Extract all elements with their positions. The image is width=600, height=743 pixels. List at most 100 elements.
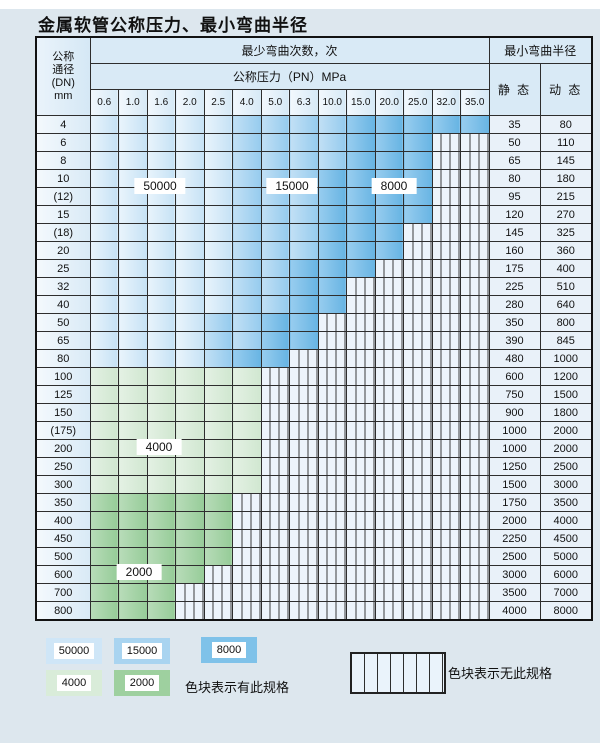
dynamic-radius-cell: 4500: [539, 529, 593, 548]
table-row: 20 160 360: [35, 241, 593, 260]
spec-cell: [89, 151, 119, 170]
no-spec-cell: [346, 277, 376, 296]
no-spec-cell: [374, 313, 404, 332]
spec-cell: [403, 115, 433, 134]
spec-cell: [118, 457, 148, 476]
spec-cell: [175, 565, 205, 584]
dn-cell: (18): [35, 223, 91, 242]
no-spec-cell: [431, 511, 461, 530]
spec-cell: [317, 169, 347, 188]
no-spec-cell: [260, 601, 290, 621]
static-radius-cell: 390: [488, 331, 541, 350]
spec-cell: [203, 547, 233, 566]
no-spec-cell: [346, 475, 376, 494]
dn-cell: 700: [35, 583, 91, 602]
static-radius-cell: 145: [488, 223, 541, 242]
table-row: 350 1750 3500: [35, 493, 593, 512]
no-spec-cell: [203, 601, 233, 621]
no-spec-cell: [289, 601, 319, 621]
no-spec-cell: [289, 403, 319, 422]
spec-cell: [118, 493, 148, 512]
spec-cell: [232, 223, 262, 242]
spec-cell: [175, 547, 205, 566]
no-spec-cell: [346, 295, 376, 314]
pressure-col-header: 5.0: [260, 89, 290, 116]
no-spec-cell: [203, 565, 233, 584]
spec-cell: [146, 367, 176, 386]
no-spec-cell: [460, 493, 490, 512]
no-spec-swatch: [350, 652, 446, 694]
no-spec-cell: [460, 583, 490, 602]
spec-table: 公称 通径 (DN) mm 最少弯曲次数，次 最小弯曲半径 公称压力（PN）MP…: [35, 36, 593, 621]
no-spec-cell: [346, 547, 376, 566]
spec-cell: [146, 493, 176, 512]
no-spec-cell: [431, 457, 461, 476]
cycle-count-label: 2000: [116, 564, 162, 580]
spec-cell: [89, 403, 119, 422]
no-spec-cell: [431, 277, 461, 296]
no-spec-cell: [346, 493, 376, 512]
spec-cell: [289, 259, 319, 278]
no-spec-cell: [289, 529, 319, 548]
no-spec-cell: [403, 277, 433, 296]
no-spec-cell: [317, 493, 347, 512]
no-spec-cell: [374, 367, 404, 386]
spec-cell: [146, 223, 176, 242]
no-spec-cell: [317, 349, 347, 368]
no-spec-cell: [431, 385, 461, 404]
no-spec-cell: [431, 583, 461, 602]
no-spec-cell: [431, 169, 461, 188]
no-spec-cell: [431, 565, 461, 584]
dn-cell: 150: [35, 403, 91, 422]
spec-cell: [175, 277, 205, 296]
static-radius-cell: 1750: [488, 493, 541, 512]
spec-cell: [289, 277, 319, 296]
dn-header-line: 通径: [52, 63, 75, 76]
spec-table-area: 公称 通径 (DN) mm 最少弯曲次数，次 最小弯曲半径 公称压力（PN）MP…: [35, 36, 593, 621]
pressure-col-header: 25.0: [403, 89, 433, 116]
no-spec-cell: [460, 331, 490, 350]
legend-swatch: 50000: [46, 638, 102, 664]
spec-cell: [175, 529, 205, 548]
no-spec-cell: [260, 493, 290, 512]
no-spec-cell: [260, 421, 290, 440]
spec-cell: [289, 331, 319, 350]
spec-cell: [118, 115, 148, 134]
table-row: 32 225 510: [35, 277, 593, 296]
no-spec-cell: [317, 457, 347, 476]
spec-cell: [89, 331, 119, 350]
spec-cell: [89, 223, 119, 242]
no-spec-cell: [374, 547, 404, 566]
no-spec-cell: [289, 367, 319, 386]
no-spec-cell: [431, 331, 461, 350]
table-row: 700 3500 7000: [35, 583, 593, 602]
spec-cell: [89, 493, 119, 512]
spec-cell: [203, 457, 233, 476]
no-spec-cell: [460, 529, 490, 548]
spec-cell: [146, 385, 176, 404]
no-spec-cell: [346, 511, 376, 530]
no-spec-cell: [317, 421, 347, 440]
no-spec-cell: [431, 493, 461, 512]
spec-cell: [175, 133, 205, 152]
spec-cell: [232, 277, 262, 296]
static-radius-cell: 2500: [488, 547, 541, 566]
dn-cell: 4: [35, 115, 91, 134]
spec-cell: [175, 403, 205, 422]
spec-cell: [317, 277, 347, 296]
spec-cell: [118, 259, 148, 278]
no-spec-cell: [431, 439, 461, 458]
spec-cell: [203, 475, 233, 494]
static-radius-cell: 225: [488, 277, 541, 296]
spec-cell: [203, 313, 233, 332]
table-row: 80 480 1000: [35, 349, 593, 368]
dynamic-radius-cell: 4000: [539, 511, 593, 530]
nominal-pressure-header: 公称压力（PN）MPa: [89, 63, 490, 90]
spec-cell: [89, 601, 119, 621]
no-spec-cell: [460, 565, 490, 584]
spec-cell: [118, 475, 148, 494]
pressure-col-header: 32.0: [431, 89, 461, 116]
static-radius-cell: 65: [488, 151, 541, 170]
spec-cell: [317, 151, 347, 170]
top-white-strip: [0, 0, 600, 9]
